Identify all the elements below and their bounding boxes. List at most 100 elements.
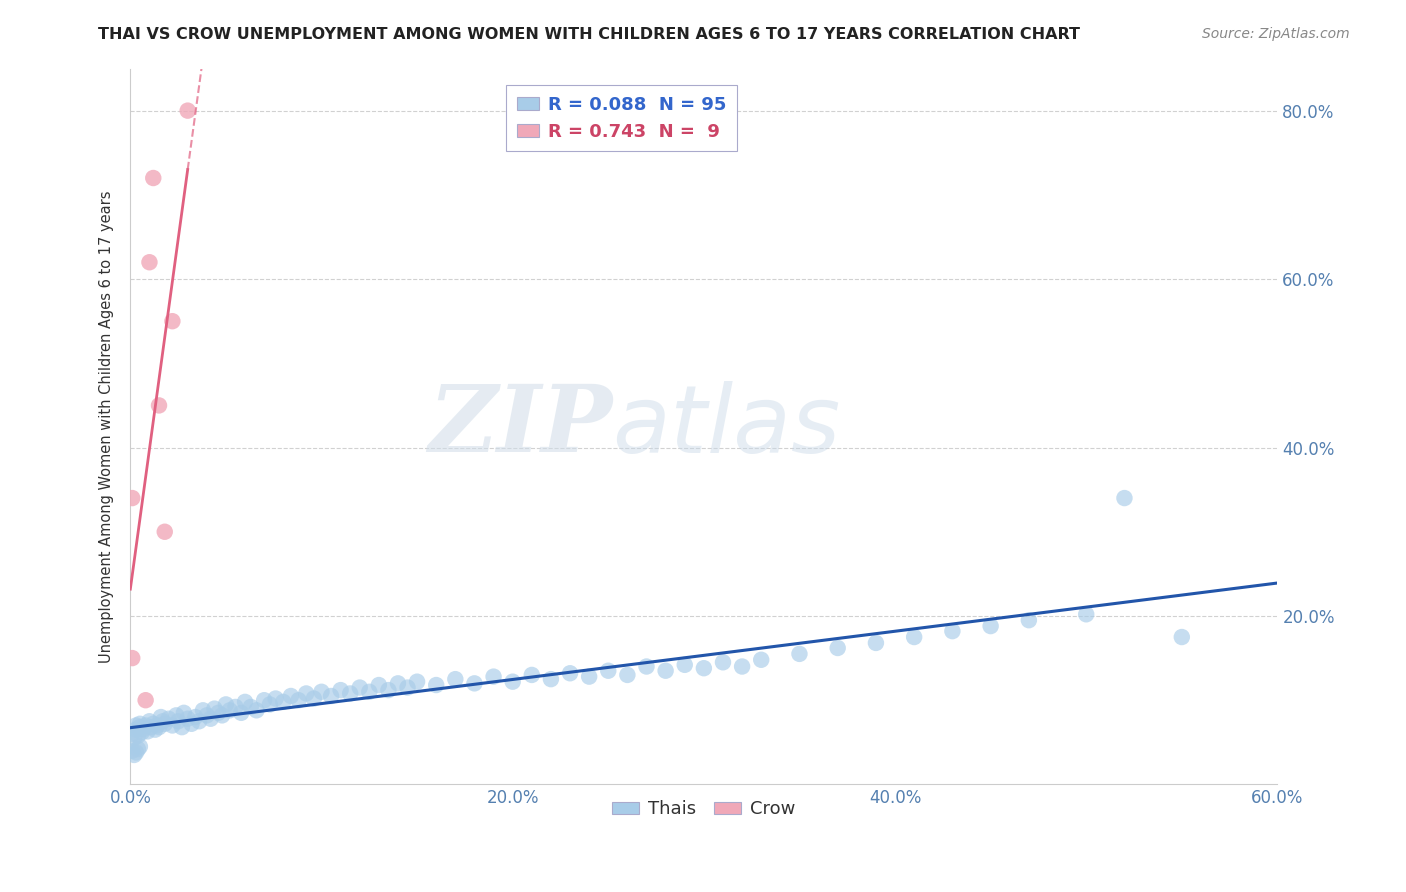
Point bbox=[195, 708, 218, 723]
Point bbox=[125, 746, 148, 760]
Point bbox=[211, 708, 233, 723]
Text: atlas: atlas bbox=[612, 381, 841, 472]
Point bbox=[122, 747, 145, 762]
Point bbox=[253, 693, 276, 707]
Point bbox=[121, 651, 143, 665]
Point bbox=[127, 729, 149, 743]
Point bbox=[463, 676, 485, 690]
Point bbox=[1076, 607, 1098, 622]
Point bbox=[176, 103, 198, 118]
Point bbox=[329, 683, 352, 698]
Point bbox=[578, 670, 600, 684]
Point bbox=[121, 727, 143, 741]
Point bbox=[188, 714, 211, 729]
Point bbox=[295, 686, 318, 700]
Point bbox=[377, 683, 399, 698]
Point bbox=[165, 708, 187, 723]
Point bbox=[616, 668, 638, 682]
Point bbox=[184, 710, 207, 724]
Point bbox=[245, 703, 267, 717]
Point bbox=[204, 701, 226, 715]
Point bbox=[302, 691, 325, 706]
Text: ZIP: ZIP bbox=[427, 382, 612, 472]
Point bbox=[558, 666, 581, 681]
Point bbox=[142, 716, 165, 731]
Point bbox=[215, 698, 238, 712]
Point bbox=[191, 703, 214, 717]
Point bbox=[180, 716, 202, 731]
Point bbox=[153, 716, 176, 731]
Point bbox=[280, 689, 302, 703]
Point bbox=[122, 731, 145, 745]
Point bbox=[170, 720, 193, 734]
Point bbox=[654, 664, 676, 678]
Point bbox=[173, 706, 195, 720]
Point bbox=[1171, 630, 1194, 644]
Point bbox=[941, 624, 963, 639]
Point bbox=[128, 720, 150, 734]
Point bbox=[135, 718, 157, 732]
Point bbox=[387, 676, 409, 690]
Point bbox=[146, 718, 169, 732]
Point bbox=[980, 619, 1002, 633]
Point bbox=[200, 712, 222, 726]
Point bbox=[149, 710, 172, 724]
Point bbox=[271, 695, 294, 709]
Point bbox=[148, 399, 170, 413]
Point bbox=[125, 718, 148, 732]
Point bbox=[827, 640, 849, 655]
Point bbox=[135, 693, 157, 707]
Point bbox=[636, 659, 658, 673]
Point bbox=[359, 685, 381, 699]
Point bbox=[224, 700, 246, 714]
Point bbox=[128, 739, 150, 754]
Point bbox=[121, 744, 143, 758]
Point bbox=[125, 723, 148, 737]
Point bbox=[540, 672, 562, 686]
Point bbox=[131, 725, 153, 739]
Point bbox=[233, 695, 256, 709]
Point bbox=[259, 698, 281, 712]
Point bbox=[231, 706, 253, 720]
Point bbox=[138, 255, 160, 269]
Point bbox=[162, 718, 184, 732]
Point bbox=[157, 712, 180, 726]
Point bbox=[425, 678, 447, 692]
Point bbox=[287, 693, 309, 707]
Point bbox=[141, 720, 163, 734]
Point bbox=[1114, 491, 1136, 505]
Point bbox=[153, 524, 176, 539]
Point bbox=[903, 630, 925, 644]
Point bbox=[136, 724, 159, 739]
Point bbox=[711, 655, 734, 669]
Point bbox=[148, 720, 170, 734]
Point bbox=[207, 706, 229, 720]
Point bbox=[406, 674, 429, 689]
Point bbox=[319, 689, 342, 703]
Point bbox=[127, 742, 149, 756]
Point bbox=[138, 714, 160, 729]
Point bbox=[396, 681, 419, 695]
Point bbox=[152, 714, 174, 729]
Point bbox=[789, 647, 811, 661]
Point bbox=[162, 314, 184, 328]
Point bbox=[132, 722, 155, 736]
Point bbox=[865, 636, 887, 650]
Text: THAI VS CROW UNEMPLOYMENT AMONG WOMEN WITH CHILDREN AGES 6 TO 17 YEARS CORRELATI: THAI VS CROW UNEMPLOYMENT AMONG WOMEN WI… bbox=[98, 27, 1080, 42]
Point bbox=[239, 700, 262, 714]
Text: Source: ZipAtlas.com: Source: ZipAtlas.com bbox=[1202, 27, 1350, 41]
Point bbox=[142, 171, 165, 186]
Point bbox=[444, 672, 467, 686]
Point bbox=[749, 653, 772, 667]
Point bbox=[176, 712, 198, 726]
Point bbox=[339, 686, 361, 700]
Point bbox=[502, 674, 524, 689]
Point bbox=[121, 491, 143, 505]
Point bbox=[693, 661, 716, 675]
Point bbox=[218, 703, 240, 717]
Point bbox=[167, 714, 190, 729]
Legend: Thais, Crow: Thais, Crow bbox=[605, 793, 803, 825]
Point bbox=[349, 681, 371, 695]
Point bbox=[482, 670, 505, 684]
Point bbox=[367, 678, 389, 692]
